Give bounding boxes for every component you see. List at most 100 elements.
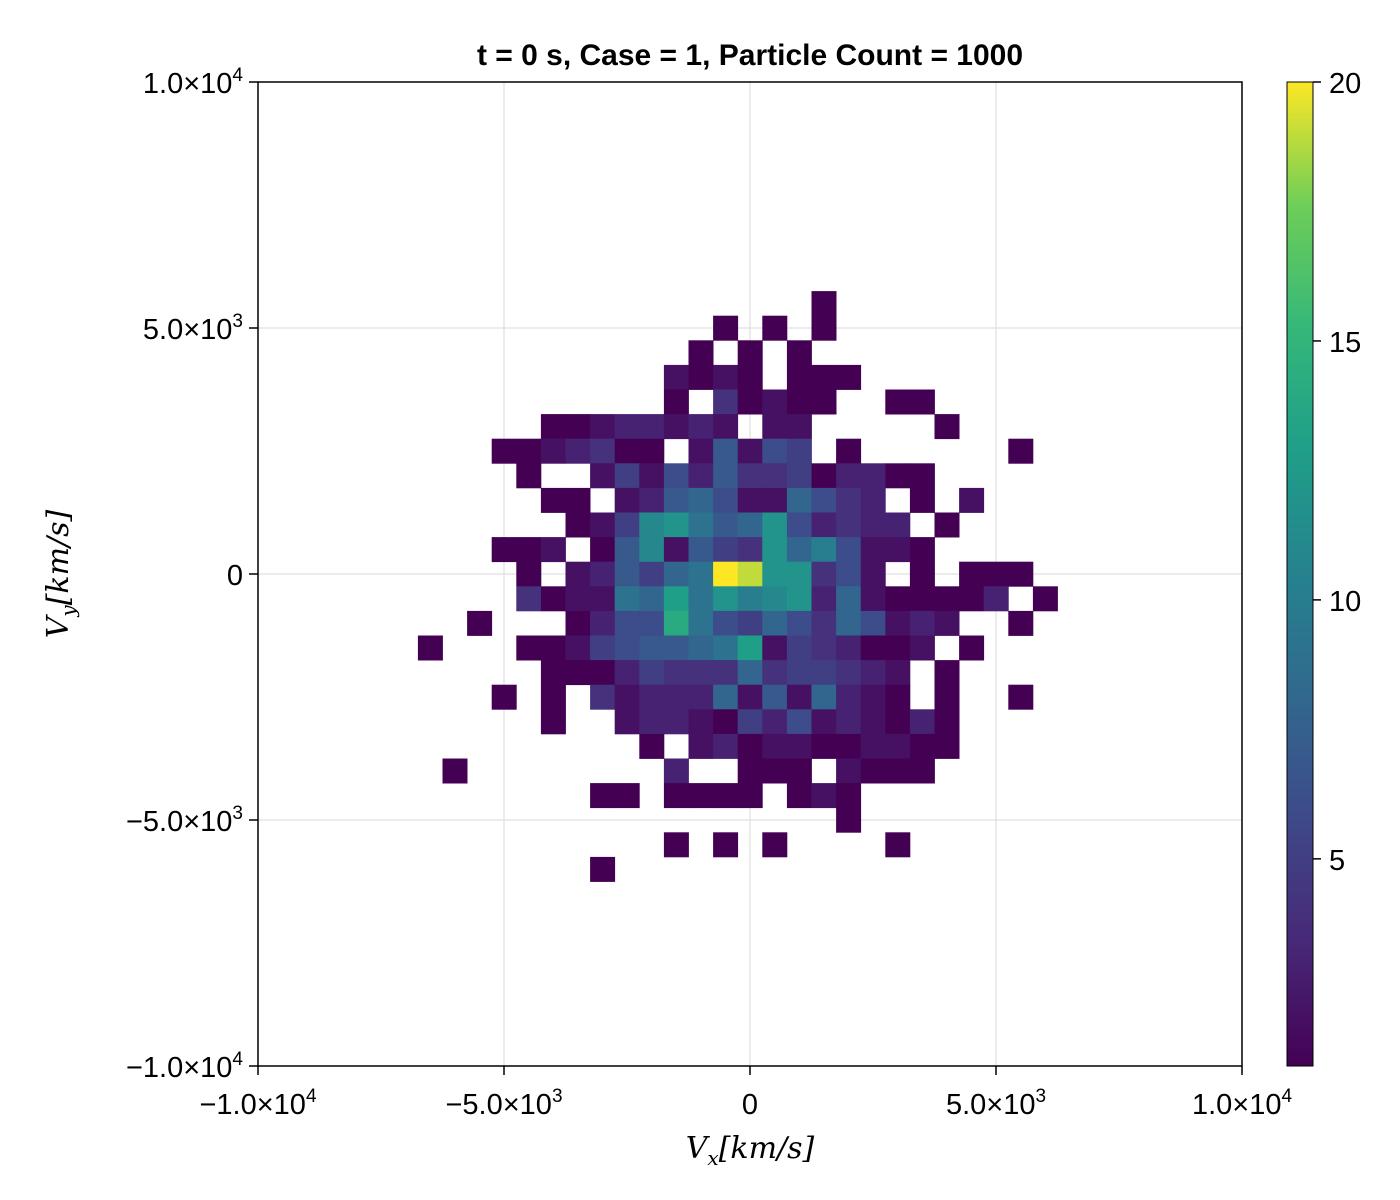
heatmap-cell	[836, 684, 862, 710]
heatmap-cell	[909, 758, 935, 784]
heatmap-cell	[786, 463, 812, 489]
heatmap-cell	[762, 414, 788, 440]
heatmap-cell	[762, 832, 788, 858]
heatmap-cell	[565, 660, 591, 686]
heatmap-cell	[885, 463, 911, 489]
heatmap-cell	[786, 758, 812, 784]
heatmap-cells	[417, 291, 1058, 882]
heatmap-cell	[737, 586, 763, 612]
heatmap-cell	[663, 512, 689, 538]
heatmap-cell	[1008, 684, 1034, 710]
tick-label: 0	[742, 1089, 758, 1121]
colorbar	[1286, 81, 1314, 1067]
heatmap-cell	[614, 414, 640, 440]
heatmap-cell	[639, 487, 665, 513]
heatmap-cell	[959, 487, 985, 513]
heatmap-cell	[811, 463, 837, 489]
heatmap-cell	[737, 783, 763, 809]
heatmap-cell	[786, 487, 812, 513]
heatmap-cell	[786, 635, 812, 661]
heatmap-cell	[713, 635, 739, 661]
heatmap-cell	[590, 561, 616, 587]
heatmap-cell	[762, 635, 788, 661]
heatmap-cell	[836, 660, 862, 686]
heatmap-cell	[836, 709, 862, 735]
heatmap-cell	[836, 487, 862, 513]
heatmap-cell	[614, 561, 640, 587]
heatmap-cell	[909, 635, 935, 661]
heatmap-cell	[663, 586, 689, 612]
heatmap-cell	[565, 561, 591, 587]
heatmap-cell	[614, 438, 640, 464]
heatmap-cell	[639, 512, 665, 538]
heatmap-cell	[836, 512, 862, 538]
heatmap-cell	[688, 438, 714, 464]
heatmap-cell	[590, 660, 616, 686]
heatmap-cell	[786, 783, 812, 809]
y-axis-label: Vy[km/s]	[41, 509, 80, 638]
heatmap-cell	[565, 414, 591, 440]
heatmap-cell	[737, 610, 763, 636]
heatmap-cell	[639, 463, 665, 489]
heatmap-cell	[639, 561, 665, 587]
heatmap-cell	[959, 635, 985, 661]
heatmap-cell	[565, 487, 591, 513]
heatmap-cell	[590, 463, 616, 489]
heatmap-cell	[688, 586, 714, 612]
heatmap-cell	[688, 512, 714, 538]
heatmap-cell	[688, 684, 714, 710]
heatmap-cell	[811, 389, 837, 415]
heatmap-cell	[885, 832, 911, 858]
heatmap-cell	[786, 610, 812, 636]
heatmap-cell	[491, 684, 517, 710]
heatmap-cell	[836, 364, 862, 390]
heatmap-cell	[983, 561, 1009, 587]
heatmap-cell	[713, 684, 739, 710]
chart-title: t = 0 s, Case = 1, Particle Count = 1000	[477, 39, 1023, 72]
heatmap-cell	[786, 364, 812, 390]
heatmap-cell	[1032, 586, 1058, 612]
heatmap-cell	[737, 389, 763, 415]
axis-label-text: Vx[km/s]	[686, 1131, 815, 1170]
heatmap-cell	[713, 733, 739, 759]
heatmap-cell	[786, 340, 812, 366]
heatmap-cell	[762, 463, 788, 489]
heatmap-cell	[762, 438, 788, 464]
heatmap-cell	[811, 537, 837, 563]
heatmap-cell	[491, 537, 517, 563]
heatmap-cell	[762, 733, 788, 759]
colorbar-tick-label: 15	[1329, 327, 1361, 359]
heatmap-cell	[885, 610, 911, 636]
heatmap-cell	[762, 758, 788, 784]
heatmap-cell	[565, 438, 591, 464]
heatmap-cell	[934, 586, 960, 612]
heatmap-cell	[811, 586, 837, 612]
heatmap-cell	[811, 561, 837, 587]
heatmap-cell	[590, 438, 616, 464]
heatmap-cell	[737, 684, 763, 710]
heatmap-cell	[614, 660, 640, 686]
heatmap-cell	[639, 610, 665, 636]
heatmap-cell	[614, 537, 640, 563]
heatmap-cell	[934, 512, 960, 538]
heatmap-cell	[688, 487, 714, 513]
heatmap-cell	[540, 586, 566, 612]
heatmap-cell	[836, 463, 862, 489]
heatmap-cell	[762, 684, 788, 710]
heatmap-cell	[811, 709, 837, 735]
heatmap-cell	[516, 463, 542, 489]
heatmap-cell	[590, 635, 616, 661]
heatmap-cell	[811, 783, 837, 809]
heatmap-cell	[811, 315, 837, 341]
heatmap-cell	[885, 733, 911, 759]
heatmap-cell	[811, 635, 837, 661]
heatmap-cell	[688, 414, 714, 440]
heatmap-cell	[737, 709, 763, 735]
heatmap-cell	[909, 389, 935, 415]
heatmap-cell	[836, 783, 862, 809]
heatmap-cell	[688, 463, 714, 489]
heatmap-cell	[639, 709, 665, 735]
heatmap-cell	[811, 512, 837, 538]
heatmap-cell	[860, 733, 886, 759]
heatmap-cell	[614, 487, 640, 513]
